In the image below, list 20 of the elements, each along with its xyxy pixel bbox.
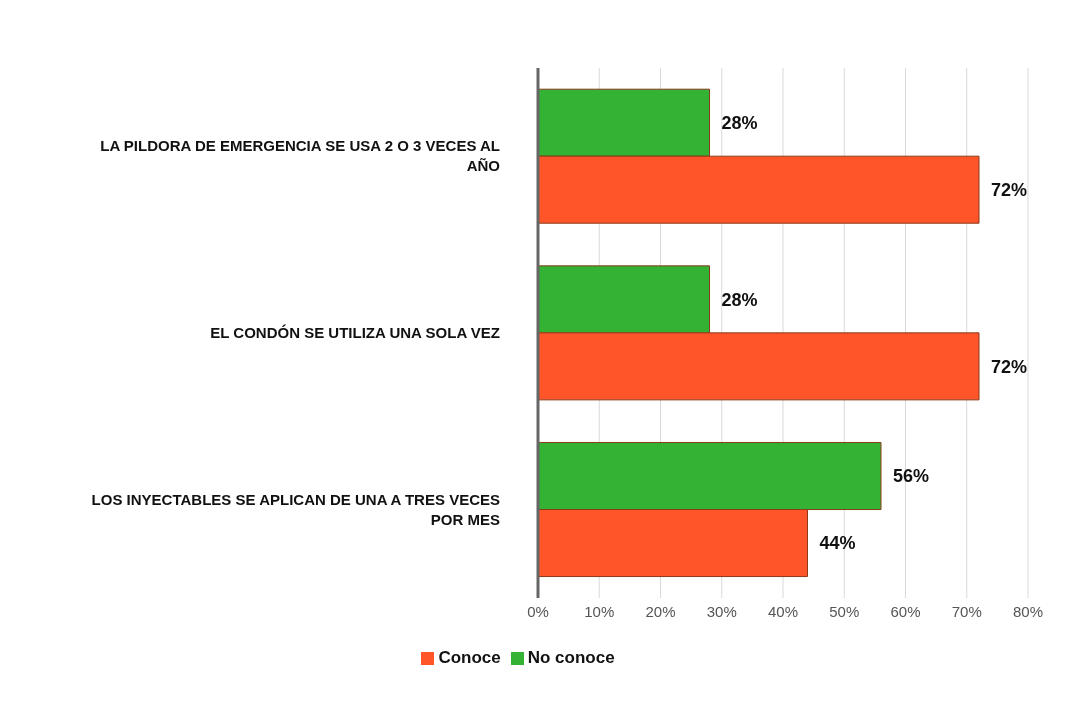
y-tick-label: EL CONDÓN SE UTILIZA UNA SOLA VEZ bbox=[210, 324, 500, 341]
y-tick-label: LA PILDORA DE EMERGENCIA SE USA 2 O 3 VECES AL AÑO bbox=[100, 137, 501, 175]
x-tick-label: 40% bbox=[767, 602, 799, 620]
x-tick-label: 50% bbox=[829, 602, 860, 620]
x-tick-label: 60% bbox=[890, 602, 921, 620]
data-label: 28% bbox=[721, 113, 758, 134]
data-label: 56% bbox=[893, 466, 930, 487]
data-label: 44% bbox=[819, 533, 856, 554]
x-tick-label: 20% bbox=[645, 602, 676, 620]
x-tick-label: 10% bbox=[584, 602, 615, 620]
x-tick-label: 80% bbox=[1012, 602, 1044, 620]
x-tick-label: 0% bbox=[527, 602, 549, 620]
y-tick-label: LOS INYECTABLES SE APLICAN DE UNA A TRES VECES POR MES bbox=[91, 490, 500, 528]
x-tick-label: 70% bbox=[951, 602, 982, 620]
data-label: 72% bbox=[991, 356, 1028, 377]
data-label: 72% bbox=[991, 180, 1028, 201]
legend-label: No conoce bbox=[527, 648, 615, 667]
x-tick-label: 30% bbox=[706, 602, 737, 620]
data-label: 28% bbox=[721, 289, 758, 310]
legend-label: Conoce bbox=[438, 648, 501, 667]
